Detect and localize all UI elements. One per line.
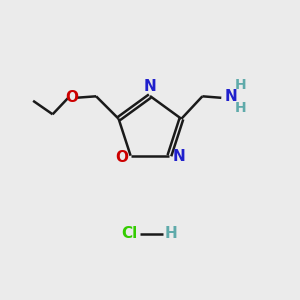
Text: O: O: [115, 150, 128, 165]
Text: H: H: [235, 101, 246, 116]
Text: H: H: [235, 78, 246, 92]
Text: N: N: [225, 89, 238, 104]
Text: O: O: [66, 90, 79, 105]
Text: H: H: [165, 226, 178, 242]
Text: Cl: Cl: [122, 226, 138, 242]
Text: N: N: [173, 149, 186, 164]
Text: N: N: [144, 79, 156, 94]
